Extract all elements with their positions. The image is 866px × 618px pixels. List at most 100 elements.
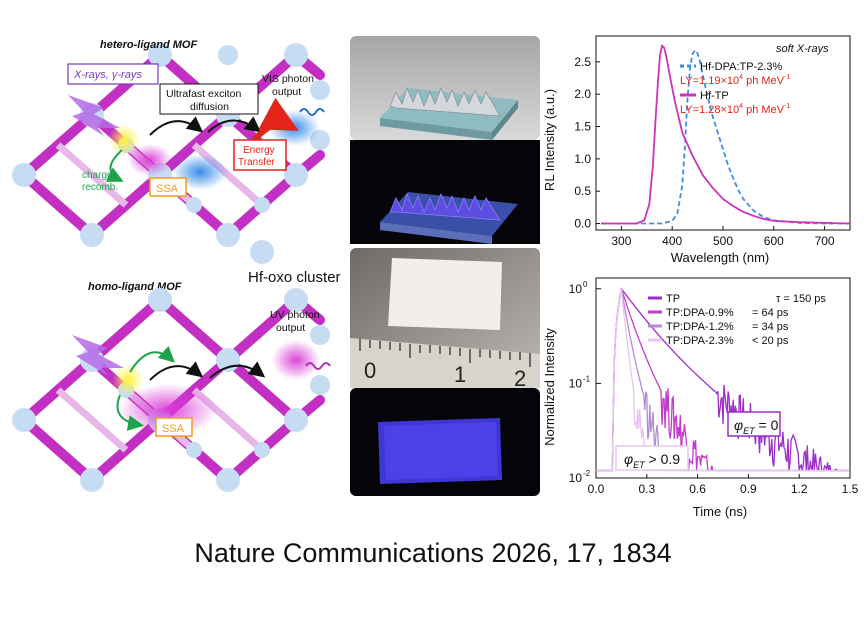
rl-ylabel: RL Intensity (a.u.)	[542, 89, 557, 191]
tr-series-3-line	[596, 288, 849, 472]
photo-panels: 0 1 2	[350, 36, 540, 496]
phi-et-low-box	[615, 445, 689, 471]
tr-series-0-line	[596, 287, 849, 472]
rl-ytick-label-1: 0.5	[574, 184, 591, 198]
ssa-label-bottom: SSA	[162, 423, 185, 435]
tr-ytick-exp-0: 0	[583, 280, 588, 289]
tr-ytick-exp-2: -2	[583, 469, 591, 478]
tr-plot-frame	[595, 277, 851, 479]
ssa-box-bottom	[155, 417, 193, 437]
rl-ytick-label-3: 1.5	[574, 120, 591, 134]
phi-et-low-sub: ET	[633, 460, 646, 470]
crystal-film-photo	[350, 36, 540, 140]
rl-ly-0-suffix: ph MeV	[743, 75, 785, 87]
rl-ly-1-suffix: ph MeV	[743, 104, 785, 116]
tr-xlabel: Time (ns)	[693, 504, 747, 519]
tr-xtick-label-0: 0.0	[588, 482, 605, 496]
tr-legend-3: TP:DPA-2.3%	[666, 335, 734, 347]
tr-ytick-label-2: 10	[569, 471, 583, 485]
ssa-box-top	[149, 177, 187, 197]
homo-lightning-icon	[72, 335, 124, 376]
phi-et-high-box	[727, 411, 781, 437]
rl-legend-0: Hf-DPA:TP-2.3%	[700, 61, 783, 73]
uv-photon-wave-icon	[305, 362, 331, 370]
xray-label-box	[67, 63, 159, 85]
rl-ly-0-exp: 4	[739, 74, 743, 81]
rl-series-1-line	[601, 43, 851, 225]
rl-ly-0: LY=1.19×104 ph MeV-1	[680, 74, 790, 87]
homo-exciton-arrow-1	[149, 361, 204, 381]
journal-caption: Nature Communications 2026, 17, 1834	[194, 538, 672, 568]
rl-xtick-label-1: 400	[662, 234, 682, 248]
vis-photon-wave-icon	[299, 108, 325, 116]
phi-et-low-symbol: φ	[624, 451, 633, 467]
rl-ly-0-unit-exp: -1	[784, 74, 790, 81]
donor-glow	[128, 144, 172, 176]
tr-xtick-label-2: 0.6	[689, 482, 706, 496]
rl-xtick-label-0: 300	[611, 234, 631, 248]
vis-output-label-2: output	[272, 86, 301, 98]
phi-et-low: φET > 0.9	[624, 451, 680, 470]
energy-transfer-arrow	[251, 97, 299, 143]
cluster-label: Hf-oxo cluster	[248, 269, 341, 286]
exciton-box	[159, 83, 259, 115]
homo-recomb-arrow-2	[129, 346, 175, 373]
phi-et-high-rest: = 0	[755, 417, 779, 433]
rl-xtick-label-4: 700	[815, 234, 835, 248]
charge-recomb-label-2: recomb.	[82, 182, 118, 193]
energy-transfer-label-2: Transfer	[238, 157, 276, 168]
cluster-node-icon	[250, 240, 274, 264]
mof-schematics: X-rays, γ-rays hetero-ligand MOF Ultrafa…	[12, 39, 341, 492]
lightning-icon	[68, 95, 120, 136]
exciton-arrow-1	[149, 116, 204, 136]
tr-ylabel: Normalized Intensity	[542, 328, 557, 446]
tr-xtick-label-3: 0.9	[740, 482, 757, 496]
tr-tau-1: = 64 ps	[752, 307, 789, 319]
homo-glow-right	[272, 340, 320, 380]
tr-ytick-label-1: 10	[569, 376, 583, 390]
uv-output-label-2: output	[276, 322, 305, 334]
recomb-arrow	[105, 149, 124, 182]
rl-ytick-label-0: 0.0	[574, 217, 591, 231]
homo-recomb-arrow	[116, 394, 144, 431]
rl-ly-0-prefix: LY=1.19×10	[680, 75, 739, 87]
exciton-label-2: diffusion	[190, 101, 229, 113]
rl-series-0-line	[601, 48, 850, 225]
ruler-digit-0: 0	[364, 358, 376, 383]
tr-legend: TP τ = 150 ps TP:DPA-0.9% = 64 ps TP:DPA…	[648, 293, 826, 347]
film-glow-photo	[350, 388, 540, 496]
rl-ytick-label-5: 2.5	[574, 55, 591, 69]
homo-exciton-arrow-2	[209, 361, 266, 379]
tr-legend-1: TP:DPA-0.9%	[666, 307, 734, 319]
phi-et-high-sub: ET	[743, 426, 756, 436]
tr-ytick-exp-1: -1	[583, 374, 591, 383]
rl-xtick-label-3: 600	[764, 234, 784, 248]
rl-title: soft X-rays	[776, 43, 829, 55]
homo-excitation-spark	[112, 364, 144, 396]
tr-tau-0: τ = 150 ps	[776, 293, 826, 305]
ssa-label-top: SSA	[156, 183, 179, 195]
charge-recomb-label-1: charge	[82, 170, 113, 181]
energy-transfer-label-1: Energy	[243, 145, 275, 156]
tr-ytick-label-0: 10	[569, 282, 583, 296]
rl-ly-1-exp: 4	[739, 103, 743, 110]
tr-xtick-label-5: 1.5	[842, 482, 859, 496]
rl-spectrum-chart: 300 400 500 600 700 0.0 0.5 1.0 1.5 2.0 2.5 Wavele…	[542, 35, 851, 265]
hetero-mof-label: hetero-ligand MOF	[100, 39, 197, 51]
tr-legend-0: TP	[666, 293, 680, 305]
tr-xtick-label-4: 1.2	[791, 482, 808, 496]
tr-tau-2: = 34 ps	[752, 321, 789, 333]
excitation-spark	[108, 124, 140, 156]
xray-label: X-rays, γ-rays	[73, 69, 142, 81]
phi-et-high: φET = 0	[734, 417, 779, 436]
exciton-label-1: Ultrafast exciton	[166, 88, 241, 100]
film-ruler-photo: 0 1 2	[350, 248, 540, 391]
rl-ly-1: LY=1.28×104 ph MeV-1	[680, 103, 790, 116]
rl-ly-1-unit-exp: -1	[784, 103, 790, 110]
phi-et-high-symbol: φ	[734, 417, 743, 433]
tr-legend-2: TP:DPA-1.2%	[666, 321, 734, 333]
exciton-arrow-2	[207, 116, 262, 133]
rl-xtick-label-2: 500	[713, 234, 733, 248]
rl-xlabel: Wavelength (nm)	[671, 250, 770, 265]
